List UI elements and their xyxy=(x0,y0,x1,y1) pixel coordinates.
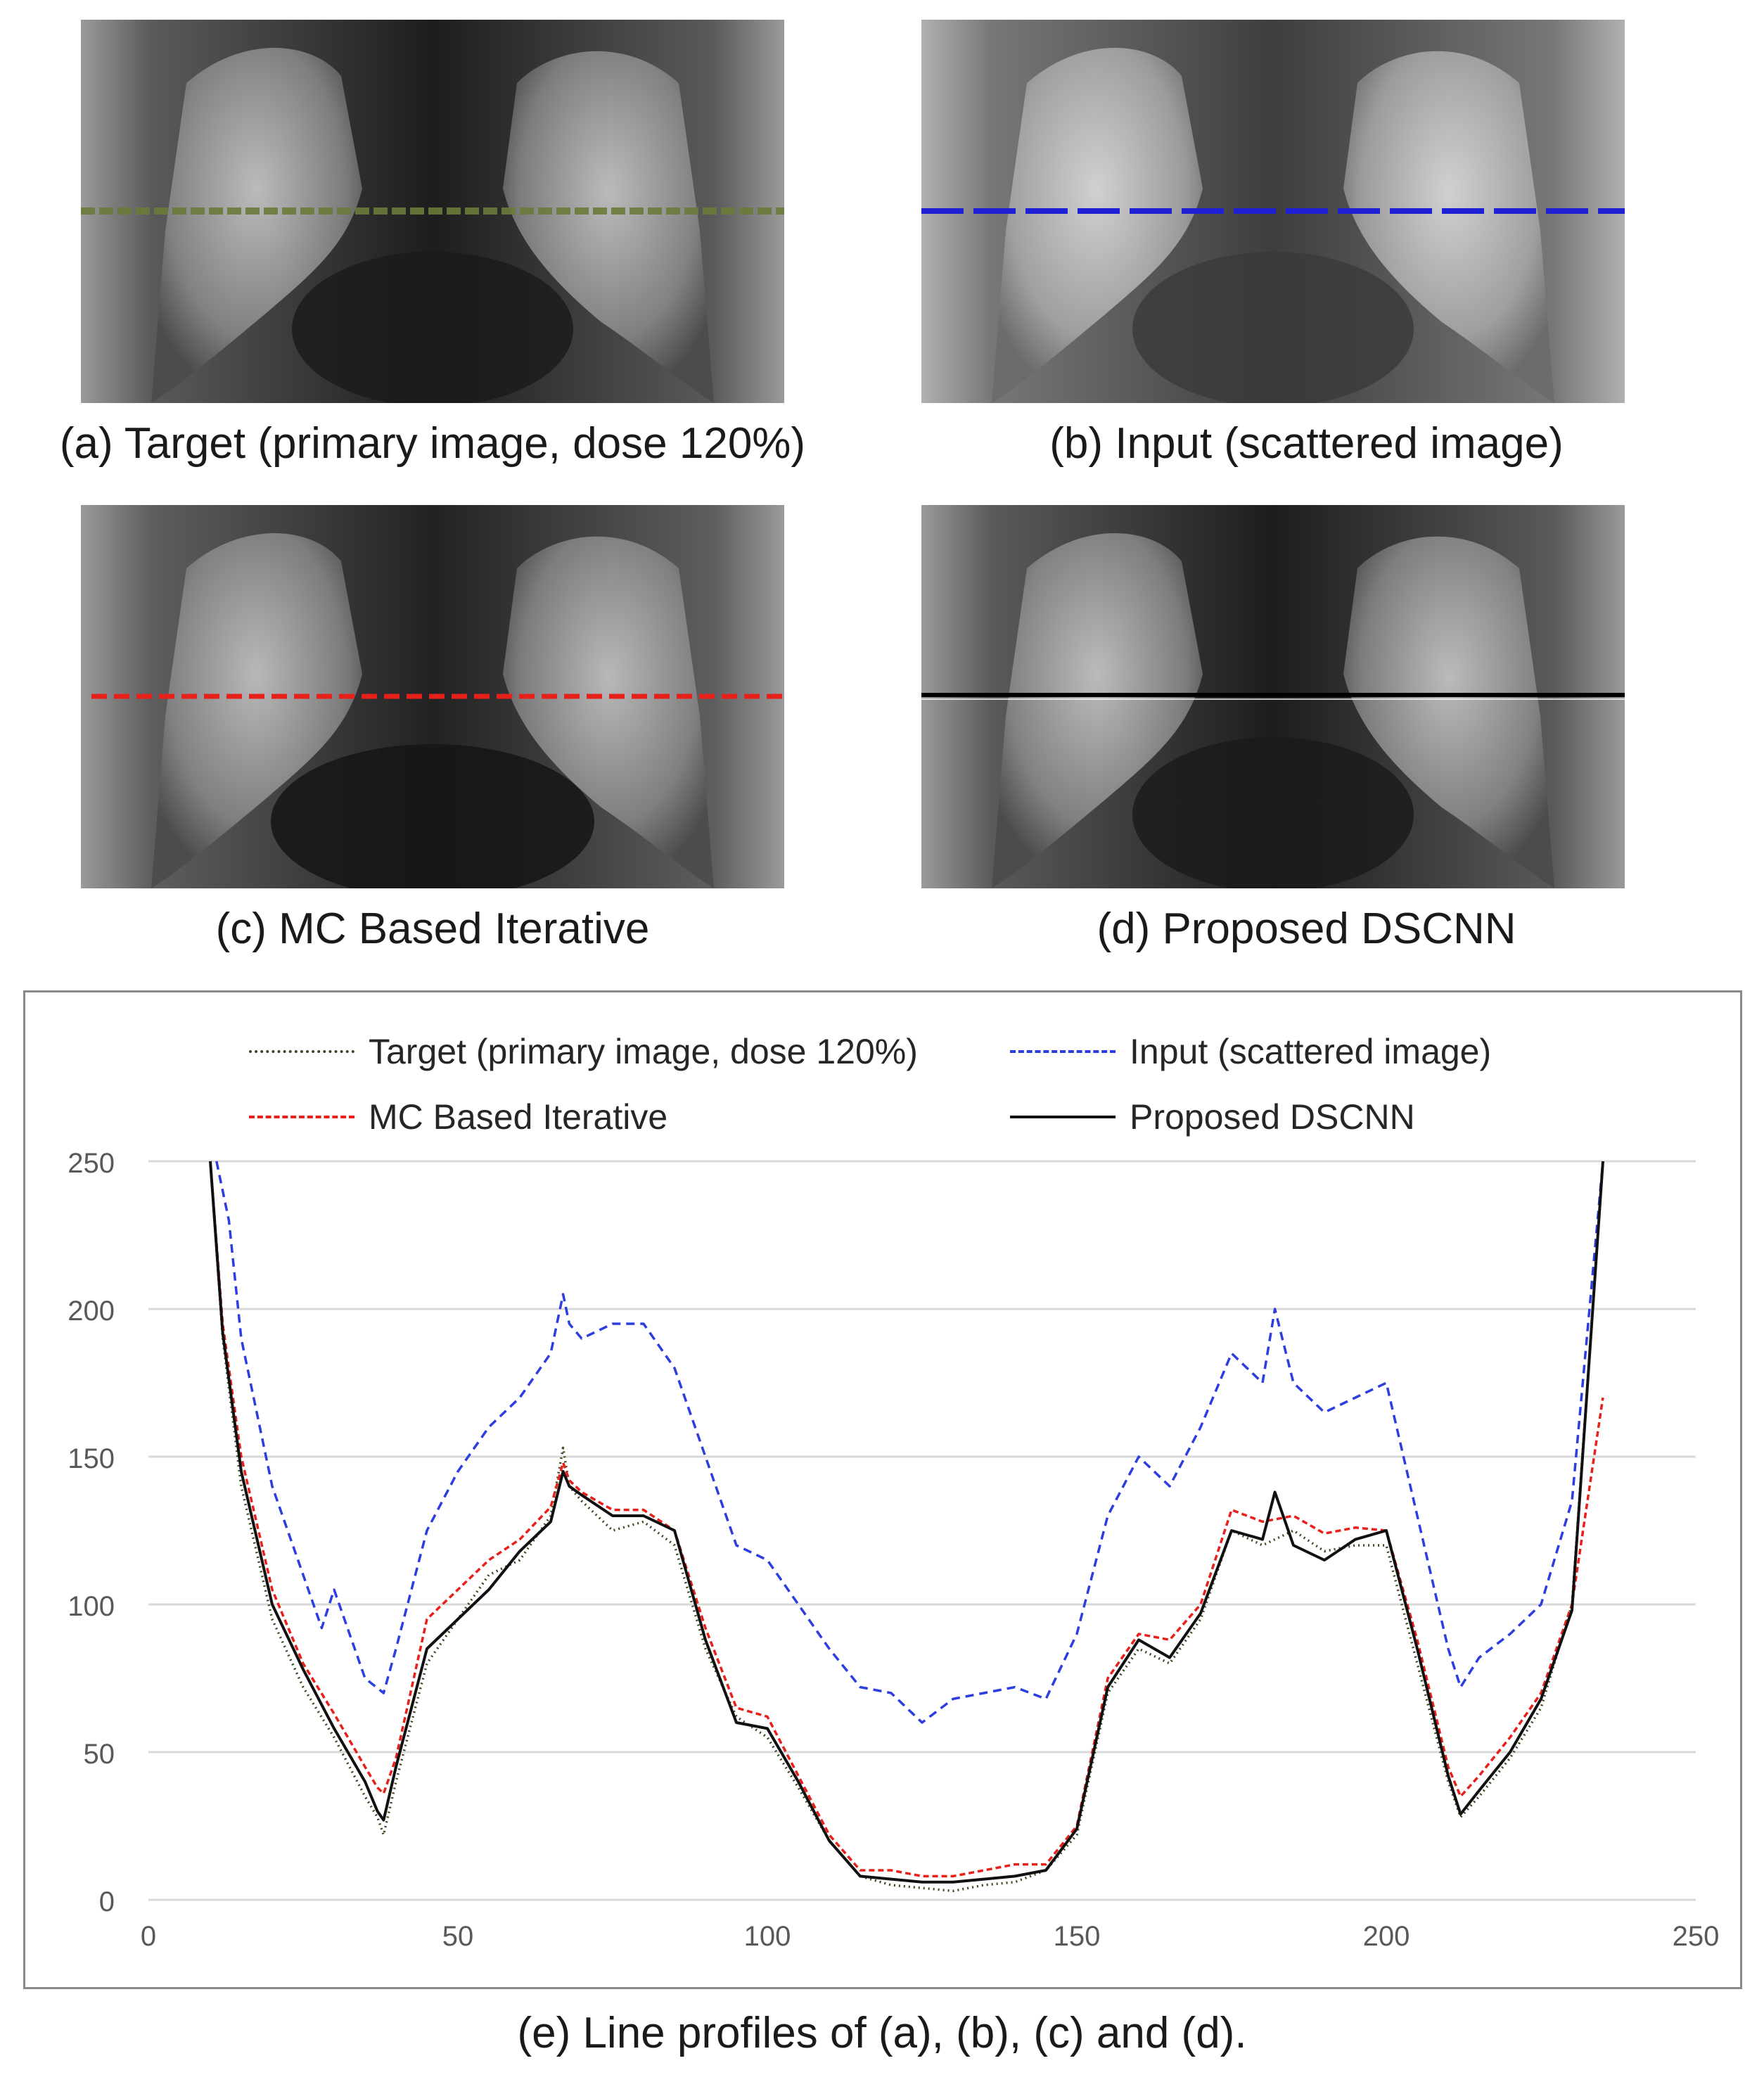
y-tick-label-250: 250 xyxy=(68,1148,115,1179)
x-tick-label-150: 150 xyxy=(1054,1921,1101,1952)
x-tick-label-250: 250 xyxy=(1673,1921,1720,1952)
caption-a: (a) Target (primary image, dose 120%) xyxy=(59,419,806,468)
legend-item-dscnn: Proposed DSCNN xyxy=(1010,1097,1415,1137)
legend-label-input: Input (scattered image) xyxy=(1130,1032,1492,1071)
legend-swatch-target xyxy=(249,1050,354,1053)
panel-b-image xyxy=(921,20,1625,403)
x-tick-label-50: 50 xyxy=(442,1921,474,1952)
series-line-0 xyxy=(209,1161,1604,1893)
series-line-2 xyxy=(209,1161,1604,1878)
caption-b: (b) Input (scattered image) xyxy=(1049,419,1564,468)
x-tick-label-100: 100 xyxy=(744,1921,791,1952)
x-tick-label-200: 200 xyxy=(1363,1921,1410,1952)
panel-a-image xyxy=(81,20,784,403)
y-tick-label-100: 100 xyxy=(68,1591,115,1622)
legend-swatch-input xyxy=(1010,1050,1116,1053)
y-tick-label-200: 200 xyxy=(68,1296,115,1327)
legend-item-mc: MC Based Iterative xyxy=(249,1097,667,1137)
y-tick-label-50: 50 xyxy=(84,1739,115,1770)
figure-caption: (e) Line profiles of (a), (b), (c) and (… xyxy=(517,2009,1247,2057)
legend-item-target: Target (primary image, dose 120%) xyxy=(249,1031,918,1072)
legend-swatch-dscnn xyxy=(1010,1116,1116,1118)
chart-plot-area: 0 50 100 150 200 250 0 50 100 150 200 250 xyxy=(68,1148,1720,1952)
legend-item-input: Input (scattered image) xyxy=(1010,1031,1491,1072)
y-tick-label-0: 0 xyxy=(99,1886,115,1917)
xray-target-image xyxy=(81,20,784,403)
caption-d: (d) Proposed DSCNN xyxy=(1097,905,1516,953)
series-line-3 xyxy=(209,1161,1604,1884)
y-tick-label-150: 150 xyxy=(68,1443,115,1474)
line-profile-chart: 0 50 100 150 200 250 0 50 100 150 200 250 Target (p… xyxy=(23,990,1742,1989)
legend-swatch-mc xyxy=(249,1116,354,1118)
legend-label-mc: MC Based Iterative xyxy=(369,1097,668,1137)
caption-c: (c) MC Based Iterative xyxy=(215,905,650,953)
x-tick-label-0: 0 xyxy=(141,1921,156,1952)
xray-mc-image xyxy=(81,505,784,888)
xray-input-image xyxy=(921,20,1625,403)
panel-d-image xyxy=(921,505,1625,888)
legend-label-target: Target (primary image, dose 120%) xyxy=(369,1032,918,1071)
series-line-1 xyxy=(215,1161,1604,1724)
panel-c-image xyxy=(81,505,784,888)
xray-dscnn-image xyxy=(921,505,1625,888)
legend-label-dscnn: Proposed DSCNN xyxy=(1130,1097,1415,1137)
